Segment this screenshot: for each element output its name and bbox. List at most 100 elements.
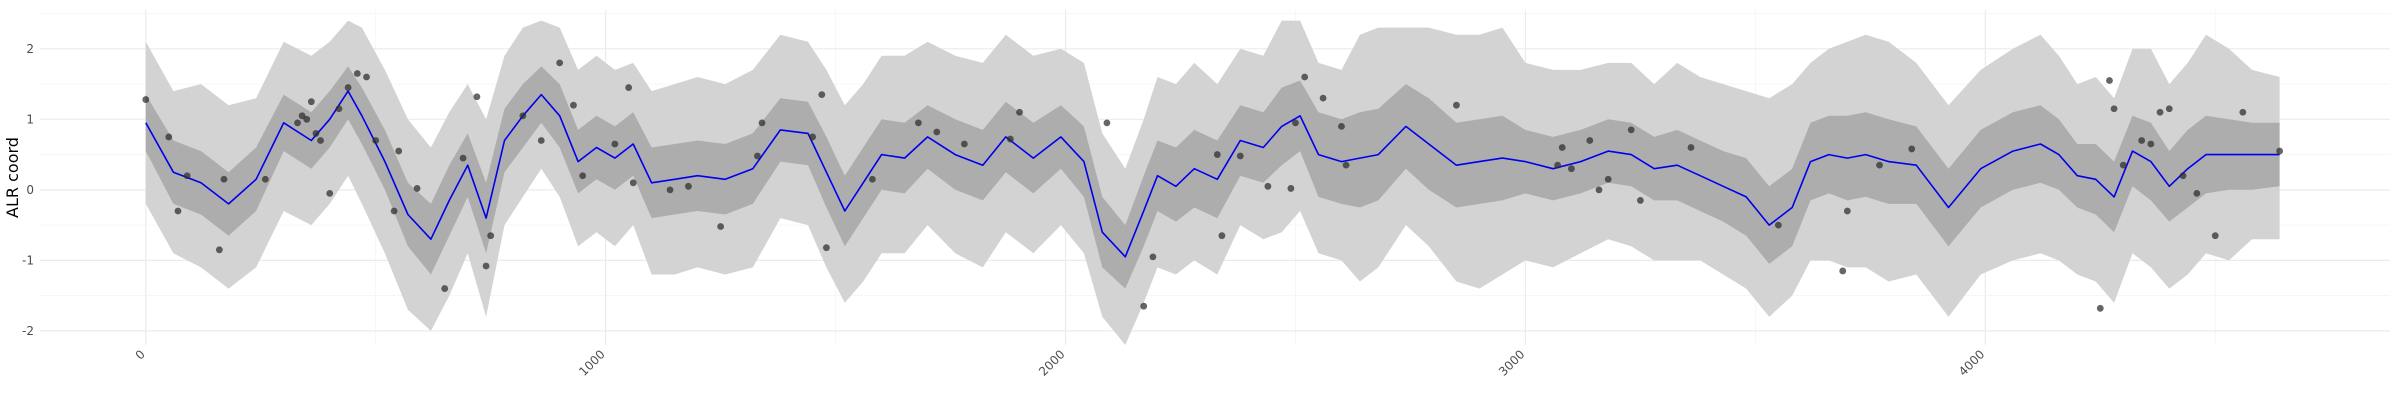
data-point: [1876, 161, 1883, 169]
data-point: [2193, 189, 2201, 197]
data-point: [2119, 161, 2127, 169]
data-point: [570, 101, 577, 109]
data-point: [519, 112, 527, 120]
mean-line: [145, 90, 2280, 258]
data-point: [933, 128, 941, 136]
data-point: [818, 91, 826, 99]
data-point: [2096, 304, 2104, 312]
data-point: [2179, 172, 2187, 180]
data-point: [1595, 186, 1603, 194]
data-point: [868, 175, 876, 183]
data-point: [1140, 302, 1148, 310]
data-point: [395, 147, 403, 155]
data-point: [2165, 105, 2173, 113]
data-point: [1213, 151, 1221, 158]
data-point: [353, 70, 361, 77]
data-point: [183, 172, 191, 180]
data-point: [441, 285, 449, 292]
data-point: [1843, 207, 1851, 215]
data-point: [335, 105, 343, 113]
data-point: [1006, 135, 1014, 143]
data-point: [326, 189, 334, 197]
data-point: [459, 154, 467, 162]
y-tick-label: 1: [26, 112, 34, 126]
data-point: [1218, 232, 1226, 240]
data-point: [174, 207, 182, 215]
y-axis-title: ALR coord: [3, 137, 22, 218]
data-point: [611, 140, 619, 148]
x-tick-label: 1000: [576, 347, 607, 378]
data-point: [487, 232, 495, 240]
x-axis-ticks: 0 1000 2000 3000 4000: [133, 347, 1988, 378]
data-point: [666, 186, 674, 194]
data-point: [1292, 119, 1299, 127]
data-point: [1586, 137, 1594, 144]
data-point: [165, 133, 173, 141]
data-point: [344, 84, 352, 91]
data-point: [413, 185, 421, 192]
data-point: [1558, 144, 1566, 151]
data-point: [2110, 105, 2118, 113]
x-tick-label: 2000: [1036, 347, 1067, 378]
data-point: [312, 130, 320, 137]
data-point: [2276, 147, 2284, 155]
data-point: [1636, 197, 1644, 204]
data-point: [685, 182, 692, 190]
data-point: [142, 96, 150, 103]
x-tick-label: 0: [133, 347, 148, 362]
data-point: [215, 246, 223, 254]
data-point: [1554, 161, 1562, 169]
data-point: [1687, 144, 1695, 151]
data-point: [1627, 126, 1635, 134]
data-point: [1453, 101, 1460, 109]
x-tick-label: 3000: [1496, 347, 1527, 378]
data-point: [1264, 182, 1272, 190]
data-point: [822, 244, 830, 252]
data-point: [2239, 108, 2247, 116]
data-point: [261, 175, 269, 183]
data-point: [220, 175, 228, 183]
data-point: [1604, 175, 1612, 183]
data-point: [960, 140, 968, 148]
data-point: [1103, 119, 1111, 127]
data-point: [717, 223, 725, 230]
data-point: [1287, 185, 1295, 192]
data-point: [754, 152, 761, 160]
y-tick-label: -2: [22, 324, 34, 338]
y-tick-label: 2: [26, 42, 34, 56]
data-point: [1149, 253, 1157, 261]
data-point: [298, 112, 306, 120]
data-point: [363, 73, 370, 81]
y-tick-label: -1: [22, 253, 34, 267]
data-point: [1338, 122, 1345, 130]
data-point: [317, 137, 324, 144]
data-point: [390, 207, 398, 215]
data-point: [372, 137, 380, 144]
data-point: [1839, 267, 1847, 275]
data-point: [1342, 161, 1350, 169]
data-point: [1774, 221, 1782, 229]
data-point: [303, 115, 311, 123]
data-point: [914, 119, 922, 127]
data-point: [2211, 232, 2219, 240]
data-point: [1908, 145, 1916, 153]
line-layer: [145, 90, 2280, 258]
data-point: [556, 59, 564, 67]
data-point: [2147, 140, 2155, 148]
data-point: [1319, 94, 1327, 102]
data-point: [482, 262, 490, 270]
data-point: [809, 133, 817, 141]
data-point: [579, 172, 587, 180]
data-point: [625, 84, 633, 91]
y-axis-ticks: -2 -1 0 1 2: [22, 42, 34, 338]
data-point: [473, 93, 481, 101]
data-point: [1301, 73, 1309, 81]
data-point: [537, 137, 545, 144]
points-layer: [142, 59, 2284, 312]
data-point: [1236, 152, 1244, 160]
data-point: [307, 98, 315, 106]
data-point: [2138, 137, 2146, 144]
data-point: [1568, 165, 1575, 173]
